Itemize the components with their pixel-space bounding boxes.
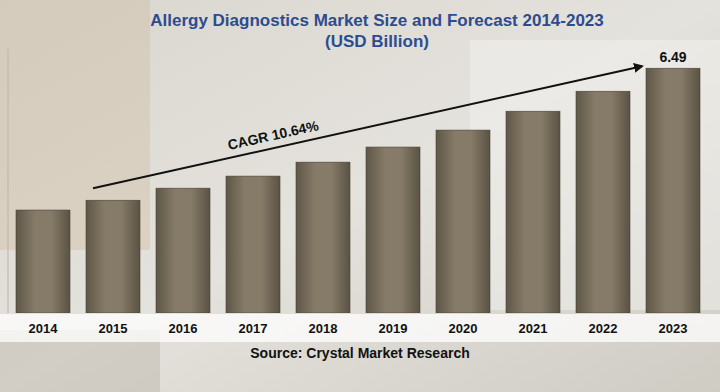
x-tick-label: 2017 bbox=[239, 321, 268, 336]
data-label: 6.49 bbox=[659, 49, 686, 65]
bar bbox=[86, 200, 140, 313]
bar bbox=[226, 176, 280, 313]
x-tick-label: 2014 bbox=[29, 321, 59, 336]
bar bbox=[296, 162, 350, 313]
x-tick-label: 2021 bbox=[519, 321, 548, 336]
x-tick-label: 2019 bbox=[379, 321, 408, 336]
annotation: CAGR 10.64% bbox=[226, 117, 320, 153]
bar bbox=[436, 130, 490, 313]
bar bbox=[646, 68, 700, 313]
source: Source: Crystal Market Research bbox=[250, 345, 469, 361]
x-tick-label: 2022 bbox=[589, 321, 618, 336]
cagr-arrow bbox=[93, 66, 642, 188]
bar bbox=[16, 210, 70, 313]
x-tick-label: 2016 bbox=[169, 321, 198, 336]
background bbox=[0, 0, 720, 392]
x-tick-label: 2023 bbox=[659, 321, 688, 336]
bar bbox=[576, 91, 630, 313]
title-line: (USD Billion) bbox=[325, 32, 429, 51]
title-line: Allergy Diagnostics Market Size and Fore… bbox=[150, 11, 604, 30]
y-axis-line bbox=[8, 49, 9, 313]
bar bbox=[366, 147, 420, 313]
bar bbox=[506, 111, 560, 313]
bars bbox=[16, 68, 700, 313]
chart-root: 2014 2015 2016 2017 2018 2019 2020 2021 2022 2023… bbox=[0, 0, 720, 392]
x-tick-label: 2015 bbox=[99, 321, 128, 336]
bar bbox=[156, 188, 210, 313]
title: Allergy Diagnostics Market Size and Fore… bbox=[150, 11, 604, 51]
x-tick-label: 2020 bbox=[449, 321, 478, 336]
chart-svg: 2014 2015 2016 2017 2018 2019 2020 2021 2022 2023… bbox=[0, 0, 720, 392]
x-tick-label: 2018 bbox=[309, 321, 338, 336]
label-band bbox=[0, 314, 720, 342]
